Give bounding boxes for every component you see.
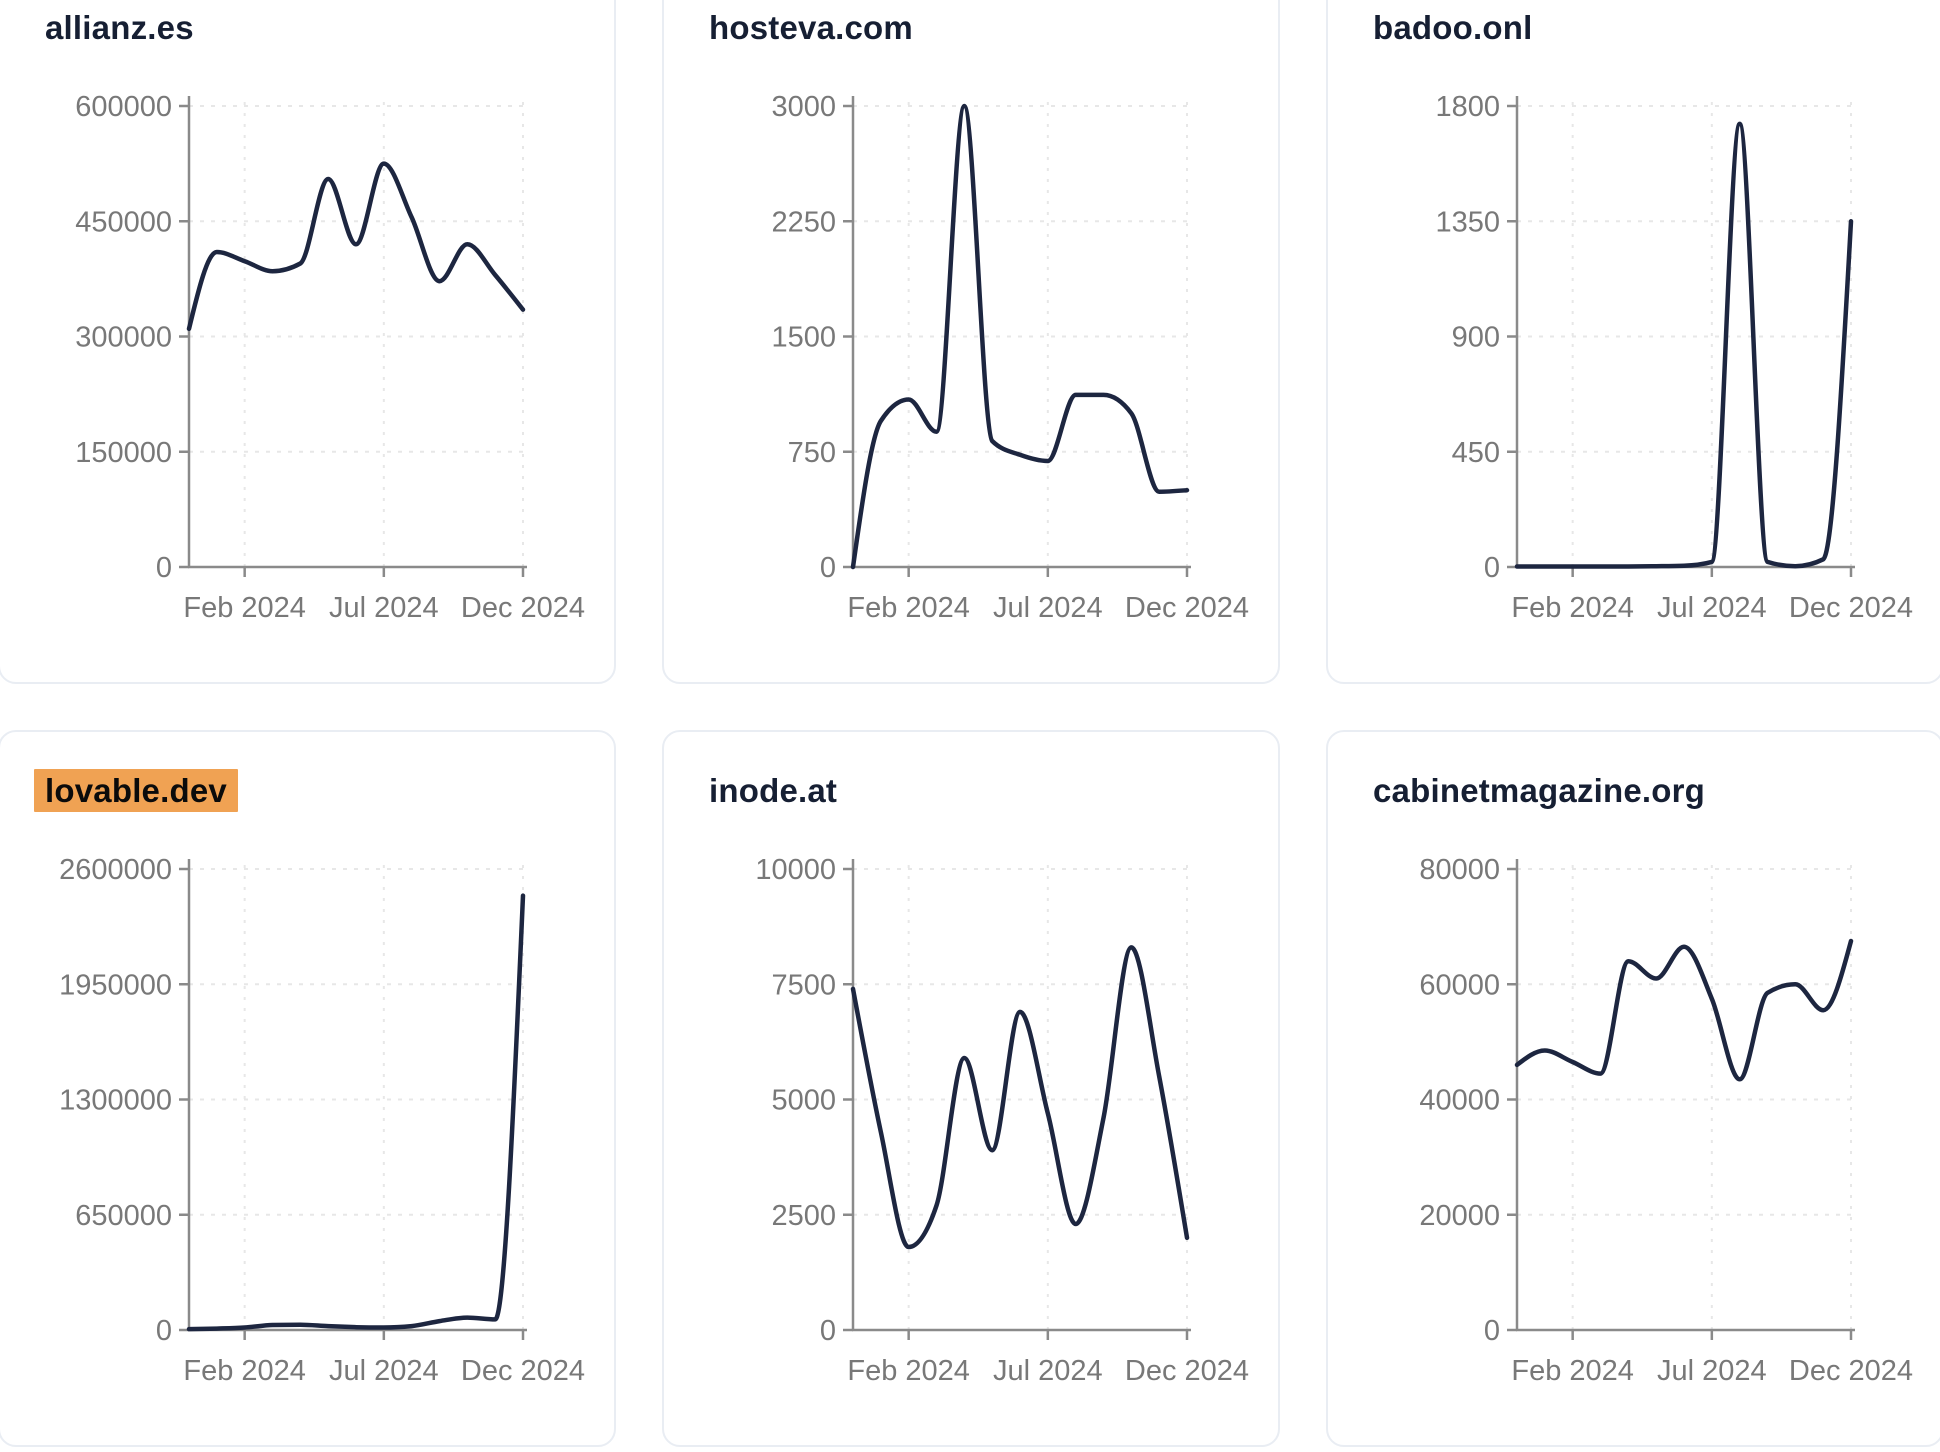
- chart-card[interactable]: hosteva.com 0 750 1500 2250 3000 Feb 2024 Jul 2…: [662, 0, 1280, 684]
- chart-card[interactable]: badoo.onl 0 450 900 1350 1800 Feb 2024 Jul 2024…: [1326, 0, 1940, 684]
- line-chart: 0 20000 40000 60000 80000 Feb 2024 Jul 2024 Dec…: [1419, 854, 1913, 1387]
- chart-card-title: lovable.dev: [34, 769, 238, 812]
- y-tick-label: 0: [156, 552, 172, 584]
- y-tick-label: 1350: [1435, 206, 1500, 238]
- trend-line: [186, 161, 526, 332]
- line-chart: 0 450 900 1350 1800 Feb 2024 Jul 2024 Dec 2024: [1435, 91, 1913, 624]
- y-tick-label: 60000: [1419, 969, 1500, 1001]
- x-tick-label: Jul 2024: [329, 592, 439, 624]
- y-tick-label: 1950000: [59, 969, 172, 1001]
- line-chart: 0 150000 300000 450000 600000 Feb 2024 Jul 202…: [75, 91, 585, 624]
- line-chart: 0 750 1500 2250 3000 Feb 2024 Jul 2024 Dec 2024: [771, 91, 1249, 624]
- domain-name-label[interactable]: allianz.es: [45, 9, 194, 46]
- x-tick-label: Feb 2024: [183, 592, 306, 624]
- chart-card[interactable]: cabinetmagazine.org 0 20000 40000 60000 80000…: [1326, 730, 1940, 1447]
- y-tick-label: 450: [1452, 437, 1500, 469]
- line-chart: 0 650000 1300000 1950000 2600000 Feb 2024 Jul …: [59, 854, 585, 1387]
- x-tick-label: Feb 2024: [847, 592, 970, 624]
- y-tick-label: 0: [820, 1315, 836, 1347]
- domain-name-label[interactable]: cabinetmagazine.org: [1373, 772, 1706, 809]
- y-tick-label: 0: [1484, 552, 1500, 584]
- x-tick-label: Jul 2024: [993, 1355, 1103, 1387]
- x-tick-label: Dec 2024: [1789, 1355, 1913, 1387]
- x-tick-label: Feb 2024: [1511, 592, 1634, 624]
- chart-card-title: cabinetmagazine.org: [1362, 772, 1716, 810]
- y-tick-label: 450000: [75, 206, 172, 238]
- x-tick-label: Jul 2024: [1657, 1355, 1767, 1387]
- y-tick-label: 10000: [755, 854, 836, 886]
- x-tick-label: Feb 2024: [847, 1355, 970, 1387]
- x-tick-label: Dec 2024: [1125, 592, 1249, 624]
- y-tick-label: 80000: [1419, 854, 1500, 886]
- domain-name-label-highlighted[interactable]: lovable.dev: [34, 769, 238, 812]
- x-tick-label: Jul 2024: [993, 592, 1103, 624]
- x-tick-label: Dec 2024: [1789, 592, 1913, 624]
- x-tick-label: Jul 2024: [329, 1355, 439, 1387]
- y-tick-label: 5000: [771, 1085, 836, 1117]
- y-tick-label: 1300000: [59, 1085, 172, 1117]
- trend-line: [1514, 938, 1854, 1082]
- y-tick-label: 0: [820, 552, 836, 584]
- domain-name-label[interactable]: inode.at: [709, 772, 838, 809]
- x-tick-label: Dec 2024: [1125, 1355, 1249, 1387]
- y-tick-label: 2250: [771, 206, 836, 238]
- x-tick-label: Dec 2024: [461, 592, 585, 624]
- trend-line: [850, 103, 1190, 570]
- y-tick-label: 150000: [75, 437, 172, 469]
- x-tick-label: Feb 2024: [1511, 1355, 1634, 1387]
- domain-name-label[interactable]: badoo.onl: [1373, 9, 1533, 46]
- y-tick-label: 300000: [75, 322, 172, 354]
- trend-line: [186, 893, 526, 1332]
- y-tick-label: 40000: [1419, 1085, 1500, 1117]
- trend-line: [850, 945, 1190, 1250]
- y-tick-label: 3000: [771, 91, 836, 123]
- chart-card[interactable]: allianz.es 0 150000 300000 450000 600000 Feb 2…: [0, 0, 616, 684]
- y-tick-label: 650000: [75, 1200, 172, 1232]
- line-chart: 0 2500 5000 7500 10000 Feb 2024 Jul 2024 Dec 20…: [755, 854, 1249, 1387]
- y-tick-label: 900: [1452, 322, 1500, 354]
- trend-line: [1514, 121, 1854, 569]
- x-tick-label: Jul 2024: [1657, 592, 1767, 624]
- y-tick-label: 750: [788, 437, 836, 469]
- y-tick-label: 600000: [75, 91, 172, 123]
- chart-card-title: inode.at: [698, 772, 848, 810]
- chart-card[interactable]: inode.at 0 2500 5000 7500 10000 Feb 2024 Jul 20…: [662, 730, 1280, 1447]
- y-tick-label: 20000: [1419, 1200, 1500, 1232]
- chart-card-title: allianz.es: [34, 9, 205, 47]
- y-tick-label: 0: [1484, 1315, 1500, 1347]
- chart-card-title: hosteva.com: [698, 9, 924, 47]
- chart-card[interactable]: lovable.dev 0 650000 1300000 1950000 2600000 F…: [0, 730, 616, 1447]
- y-tick-label: 2500: [771, 1200, 836, 1232]
- y-tick-label: 1500: [771, 322, 836, 354]
- domain-name-label[interactable]: hosteva.com: [709, 9, 913, 46]
- x-tick-label: Dec 2024: [461, 1355, 585, 1387]
- y-tick-label: 0: [156, 1315, 172, 1347]
- y-tick-label: 2600000: [59, 854, 172, 886]
- x-tick-label: Feb 2024: [183, 1355, 306, 1387]
- chart-card-title: badoo.onl: [1362, 9, 1543, 47]
- y-tick-label: 7500: [771, 969, 836, 1001]
- y-tick-label: 1800: [1435, 91, 1500, 123]
